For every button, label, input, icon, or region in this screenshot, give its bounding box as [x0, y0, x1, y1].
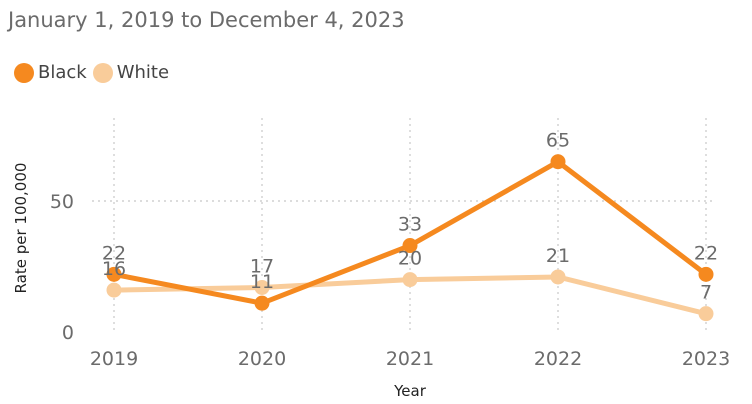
y-axis-ticks: 0 50: [50, 191, 74, 344]
data-point-white[interactable]: [550, 269, 566, 285]
data-label-black: 65: [546, 130, 570, 152]
data-label-white: 16: [102, 258, 126, 280]
x-tick-label: 2021: [386, 348, 434, 370]
data-label-black: 22: [102, 242, 126, 264]
x-tick-label: 2023: [682, 348, 730, 370]
y-tick-label: 50: [50, 191, 74, 213]
y-tick-label: 0: [62, 322, 74, 344]
series-points: [106, 154, 714, 322]
x-axis-title: Year: [393, 382, 427, 400]
x-tick-label: 2019: [90, 348, 138, 370]
x-tick-label: 2020: [238, 348, 286, 370]
data-label-black: 33: [398, 214, 422, 236]
data-point-white[interactable]: [254, 279, 270, 295]
legend-item-white[interactable]: White: [92, 62, 170, 83]
data-point-black[interactable]: [550, 154, 566, 170]
data-label-white: 21: [546, 245, 570, 267]
data-point-white[interactable]: [402, 272, 418, 288]
legend-label-black: Black: [38, 62, 87, 83]
data-label-white: 7: [700, 282, 712, 304]
data-point-black[interactable]: [254, 295, 270, 311]
data-point-black[interactable]: [106, 266, 122, 282]
data-label-black: 22: [694, 242, 718, 264]
data-point-black[interactable]: [698, 266, 714, 282]
data-point-black[interactable]: [402, 238, 418, 254]
data-label-black: 11: [250, 271, 274, 293]
data-point-white[interactable]: [698, 306, 714, 322]
legend-swatch-black: [14, 62, 34, 83]
x-tick-label: 2022: [534, 348, 582, 370]
data-label-white: 17: [250, 255, 274, 277]
chart-subtitle: January 1, 2019 to December 4, 2023: [8, 8, 405, 32]
chart-legend: Black White: [14, 62, 175, 83]
data-label-white: 20: [398, 248, 422, 270]
legend-label-white: White: [116, 62, 170, 83]
legend-swatch-white: [92, 62, 113, 83]
y-axis-title: Rate per 100,000: [12, 163, 30, 294]
x-axis-ticks: 2019 2020 2021 2022 2023: [90, 348, 730, 370]
data-point-white[interactable]: [106, 282, 122, 298]
legend-item-black[interactable]: Black: [14, 62, 87, 83]
